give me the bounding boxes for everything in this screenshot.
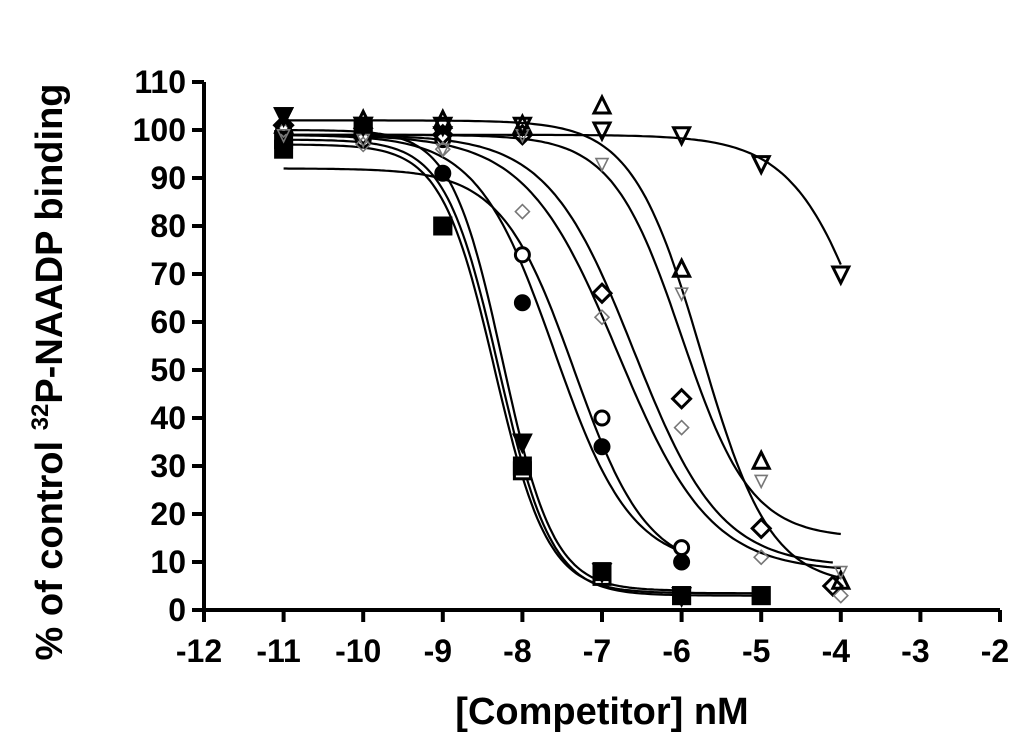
y-tick-label: 0 [168,592,186,628]
data-point-s9 [674,287,689,302]
data-point-s5 [513,246,531,264]
y-tick-label: 90 [150,160,186,196]
data-point-s2 [751,586,771,606]
data-point-s6 [590,282,614,305]
data-point-s2 [433,216,453,236]
fit-curve-4 [283,167,683,553]
y-axis-title-superscript: 32 [27,404,54,431]
x-tick-label: -8 [503,633,531,669]
data-point-s8 [671,256,693,278]
x-tick-label: -3 [901,633,929,669]
data-point-s7 [832,587,849,604]
y-tick-label: 30 [150,448,186,484]
data-point-s3 [511,433,533,455]
data-point-s10 [511,116,533,138]
x-tick-label: -11 [256,633,300,669]
data-point-s3 [671,587,693,608]
data-point-s7 [593,309,611,326]
y-tick-label: 60 [150,304,186,340]
y-axis-title-post: P-NAADP binding [29,84,71,404]
data-point-s6 [750,517,773,540]
data-point-s5 [593,409,611,427]
y-tick-label: 110 [134,64,186,100]
x-tick-label: -5 [742,633,770,669]
data-point-s10 [671,126,693,148]
data-point-s7 [514,203,531,220]
data-point-s6 [272,114,295,137]
fit-curve-6 [283,133,833,564]
y-tick-label: 100 [133,112,186,148]
data-point-s9 [594,157,610,173]
data-point-s8 [750,448,772,470]
data-point-s8 [830,568,852,590]
y-axis-title-pre: % of control [29,430,71,660]
data-point-s6 [670,387,693,410]
fit-curve-1 [283,138,762,597]
data-point-s9 [753,474,769,490]
data-point-s6 [821,574,844,598]
data-points [272,93,852,608]
x-tick-label: -6 [662,633,690,669]
data-point-s7 [673,419,690,436]
x-tick-label: -4 [822,633,851,669]
data-point-s8 [591,93,613,115]
fit-curve-3 [283,129,682,592]
y-axis-title: % of control 32P-NAADP binding [27,84,71,661]
y-tick-label: 50 [150,352,186,388]
data-point-s7 [355,136,372,153]
data-point-s10 [273,107,295,128]
data-point-s4 [434,164,452,182]
data-point-s5 [673,539,691,557]
data-point-s8 [273,112,295,134]
fit-curve-2 [283,143,762,595]
data-point-s4 [513,294,531,312]
data-point-s9 [515,129,530,144]
x-tick-label: -12 [176,633,222,669]
y-tick-label: 70 [150,256,186,292]
data-point-s10 [591,121,613,143]
x-tick-label: -10 [335,633,381,669]
x-tick-label: -2 [981,633,1009,669]
data-point-s4 [673,553,691,571]
data-point-s10 [352,116,374,138]
fit-curve-8 [283,119,842,579]
y-tick-label: 20 [150,496,186,532]
data-point-s4 [593,438,611,456]
data-point-s3 [591,563,613,584]
y-tick-label: 40 [150,400,186,436]
x-tick-label: -7 [583,633,611,669]
data-point-s6 [352,123,375,146]
x-axis-title: [Competitor] nM [455,691,748,733]
x-tick-label: -9 [424,633,452,669]
data-point-s7 [753,549,770,566]
data-point-s10 [432,116,454,138]
data-point-s9 [833,565,849,581]
fit-curve-7 [283,134,841,570]
data-point-s9 [276,129,291,144]
data-point-s10 [750,155,772,176]
data-point-s9 [435,143,451,158]
y-tick-label: 80 [150,208,186,244]
fit-curve-10 [283,133,842,266]
y-tick-label: 10 [150,544,186,580]
data-point-s2 [512,456,532,476]
data-point-s10 [830,265,852,287]
tick-labels: -12 -11 -10 -9 -8 -7 -6 -5 -4 -3 -2 0 10 20 30 40 50 60 70… [133,64,1010,669]
axes [192,80,1002,622]
